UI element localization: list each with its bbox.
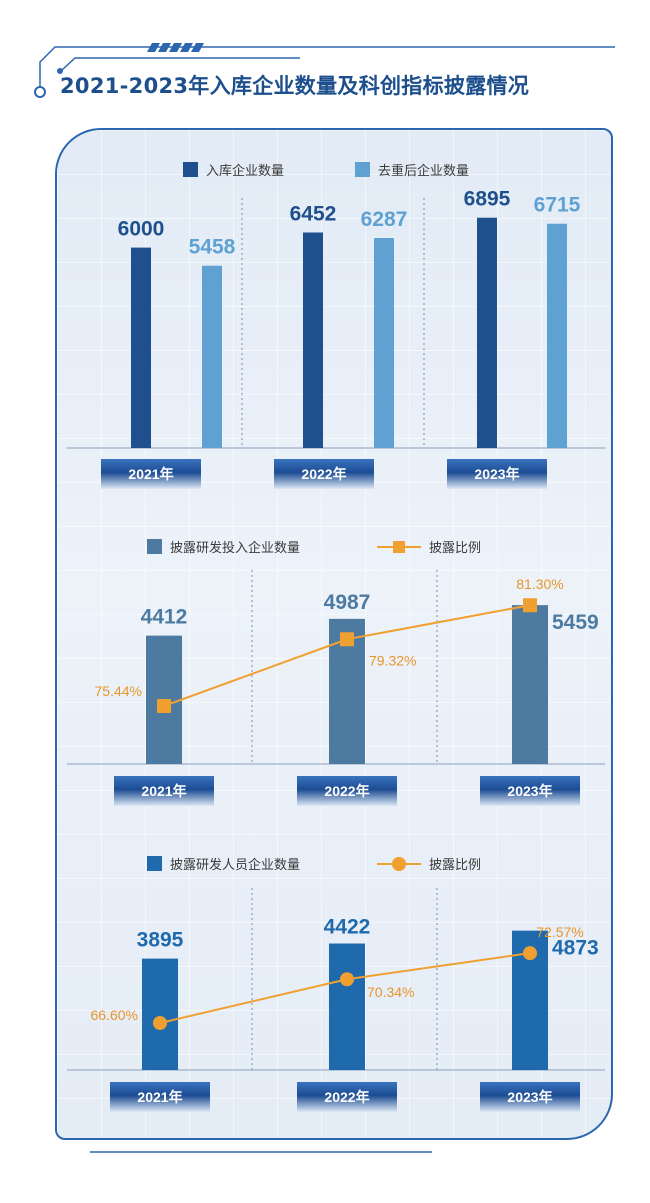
bar-value-label: 5459 bbox=[552, 611, 599, 634]
ratio-point bbox=[340, 972, 354, 987]
bar bbox=[303, 232, 323, 448]
ratio-point bbox=[523, 598, 537, 613]
bar bbox=[202, 265, 222, 448]
bar bbox=[142, 958, 178, 1070]
bar bbox=[374, 238, 394, 448]
legend-chart1-series1: 入库企业数量 bbox=[183, 160, 284, 179]
legend-swatch bbox=[147, 539, 162, 554]
year-label-box bbox=[447, 459, 547, 489]
ratio-value-label: 79.32% bbox=[369, 652, 416, 668]
bar-value-label: 6895 bbox=[464, 188, 511, 211]
ratio-value-label: 70.34% bbox=[367, 984, 414, 1000]
legend-chart2-line: 披露比例 bbox=[377, 537, 481, 556]
year-label: 2022年 bbox=[324, 1089, 369, 1105]
bar-value-label: 4873 bbox=[552, 937, 599, 960]
year-label: 2021年 bbox=[128, 466, 173, 482]
year-label-box bbox=[274, 459, 374, 489]
year-label-box bbox=[297, 776, 397, 806]
bar bbox=[477, 217, 497, 448]
year-label-box bbox=[101, 459, 201, 489]
year-label-box bbox=[110, 1082, 210, 1112]
legend-swatch bbox=[355, 162, 370, 177]
legend-chart2-bars: 披露研发投入企业数量 bbox=[147, 537, 300, 556]
legend-chart3-line: 披露比例 bbox=[377, 854, 481, 873]
year-label: 2021年 bbox=[137, 1089, 182, 1105]
year-label: 2022年 bbox=[324, 783, 369, 799]
year-label: 2023年 bbox=[507, 783, 552, 799]
legend-label: 披露比例 bbox=[429, 858, 482, 873]
bar-value-label: 6715 bbox=[534, 194, 581, 217]
year-label: 2023年 bbox=[474, 466, 519, 482]
bar bbox=[547, 223, 567, 448]
year-label-box bbox=[297, 1082, 397, 1112]
legend-swatch bbox=[147, 856, 162, 871]
bar-value-label: 6287 bbox=[361, 208, 408, 231]
legend-line-square-icon bbox=[377, 540, 421, 554]
bar bbox=[131, 247, 151, 448]
legend-chart3-bars: 披露研发人员企业数量 bbox=[147, 854, 300, 873]
legend-label: 披露研发人员企业数量 bbox=[170, 858, 301, 873]
bar-value-label: 6000 bbox=[118, 218, 165, 241]
ratio-value-label: 75.44% bbox=[95, 683, 142, 699]
legend-line-circle-icon bbox=[377, 856, 421, 871]
ratio-point bbox=[523, 946, 537, 961]
ratio-point bbox=[153, 1016, 167, 1030]
ratio-value-label: 81.30% bbox=[516, 576, 563, 592]
bar bbox=[329, 943, 365, 1070]
legend-swatch bbox=[183, 162, 198, 177]
legend-chart1-series2: 去重后企业数量 bbox=[355, 160, 469, 179]
bar-value-label: 6452 bbox=[290, 203, 337, 226]
year-label: 2022年 bbox=[301, 466, 346, 482]
legend-label: 入库企业数量 bbox=[206, 164, 285, 179]
page-title: 2021-2023年入库企业数量及科创指标披露情况 bbox=[60, 74, 530, 98]
year-label: 2023年 bbox=[507, 1089, 552, 1105]
bar-value-label: 4987 bbox=[324, 591, 371, 614]
ratio-value-label: 72.57% bbox=[536, 924, 583, 940]
bar-value-label: 4422 bbox=[324, 916, 371, 939]
bar bbox=[512, 605, 548, 764]
bar-value-label: 3895 bbox=[137, 929, 184, 952]
ratio-point bbox=[340, 632, 354, 647]
legend-label: 披露研发投入企业数量 bbox=[170, 541, 301, 556]
chart-panel: 6000 6452 6895 5458 6287 6715 2021年 2022年 2023年 4… bbox=[55, 128, 613, 1140]
legend-label: 披露比例 bbox=[429, 541, 482, 556]
year-label-box bbox=[480, 776, 580, 806]
year-label-box bbox=[480, 1082, 580, 1112]
ratio-point bbox=[157, 699, 171, 713]
year-label: 2021年 bbox=[141, 783, 186, 799]
circuit-node-icon bbox=[34, 86, 46, 98]
charts-canvas: 6000 6452 6895 5458 6287 6715 2021年 2022年 2023年 4… bbox=[67, 188, 605, 1112]
year-label-box bbox=[114, 776, 214, 806]
legend-label: 去重后企业数量 bbox=[378, 164, 470, 179]
bar-value-label: 4412 bbox=[141, 606, 188, 629]
ratio-value-label: 66.60% bbox=[91, 1007, 138, 1023]
bar-value-label: 5458 bbox=[189, 236, 236, 259]
